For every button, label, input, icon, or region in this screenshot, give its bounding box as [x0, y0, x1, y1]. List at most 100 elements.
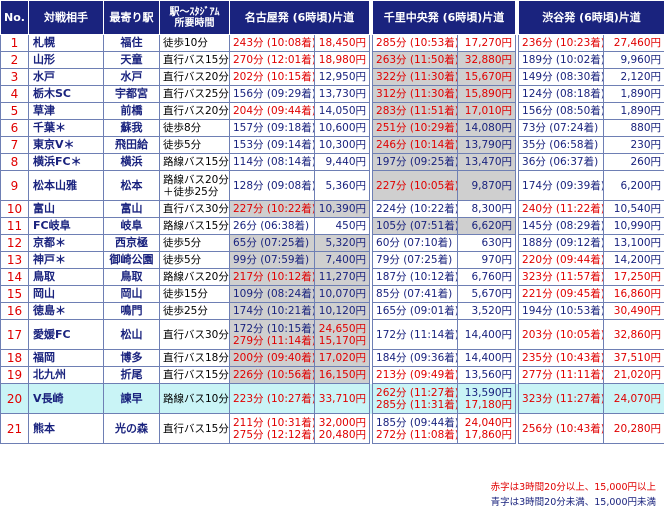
shibuya-time-value: 240分 (11:22着) — [522, 203, 604, 215]
shibuya-travel-time: 221分 (09:45着) — [518, 285, 605, 303]
row-number: 12 — [0, 234, 29, 252]
senri-fare-value: 15,670円 — [464, 71, 513, 83]
opponent-team: 松本山雅 — [28, 170, 104, 201]
shibuya-travel-time: 36分 (06:37着) — [518, 153, 605, 171]
table-row: 4 栃木SC 宇都宮 直行バス25分 156分 (09:29着) 13,730円 312分 … — [0, 85, 664, 103]
access-line: 路線バス15分 — [163, 220, 229, 232]
shibuya-fare: 10,990円 — [603, 217, 664, 235]
senri-fare-value: 17,180円 — [464, 398, 513, 411]
shibuya-time-value: 156分 (08:50着) — [522, 105, 604, 117]
senri-time-value: 85分 (07:41着) — [376, 288, 453, 300]
nagoya-time-value: 157分 (09:18着) — [233, 122, 315, 134]
nearest-station: 富山 — [103, 200, 160, 218]
shibuya-travel-time: 194分 (10:53着) — [518, 302, 605, 320]
header-row: No. 対戦相手 最寄り駅 駅〜ｽﾀｼﾞｱﾑ 所要時間 名古屋発 (6時頃)片道… — [0, 0, 664, 35]
senri-time-value: 263分 (11:50着) — [376, 54, 458, 66]
table-row: 1 札幌 福住 徒歩10分 243分 (10:08着) 18,450円 285分 (10:5… — [0, 34, 664, 52]
nearest-station: 鳴門 — [103, 302, 160, 320]
shibuya-travel-time: 323分 (11:27着) — [518, 383, 605, 414]
row-number: 19 — [0, 366, 29, 384]
senri-travel-time: 263分 (11:50着) — [372, 51, 459, 69]
access-line: 直行バス30分 — [163, 328, 229, 341]
senri-time-value: 197分 (09:25着) — [376, 156, 458, 168]
senri-fare-value: 17,270円 — [464, 37, 513, 49]
nearest-station: 光の森 — [103, 413, 160, 444]
shibuya-travel-time: 236分 (10:23着) — [518, 34, 605, 52]
nagoya-fare: 7,400円 — [313, 251, 371, 269]
senri-travel-time: 227分 (10:05着) — [372, 170, 459, 201]
shibuya-time-value: 236分 (10:23着) — [522, 37, 604, 49]
access-line: 徒歩15分 — [163, 288, 208, 300]
access-time: 徒歩5分 — [159, 136, 230, 154]
senri-fare-value: 5,670円 — [471, 288, 513, 300]
row-number: 10 — [0, 200, 29, 218]
nagoya-fare: 24,650円 15,170円 — [313, 319, 371, 350]
senri-time-value: 285分 (11:31着) — [376, 398, 458, 411]
senri-travel-time: 246分 (10:14着) — [372, 136, 459, 154]
table-row: 8 横浜FC＊ 横浜 路線バス15分 114分 (08:14着) 9,440円 197分 (… — [0, 153, 664, 171]
table-row: 7 東京V＊ 飛田給 徒歩5分 153分 (09:14着) 10,300円 246分 (10… — [0, 136, 664, 154]
table-row: 12 京都＊ 西京極 徒歩5分 65分 (07:25着) 5,320円 60分 (07:10… — [0, 234, 664, 252]
row-number: 20 — [0, 383, 29, 414]
header-team: 対戦相手 — [28, 0, 104, 35]
nearest-station: 岐阜 — [103, 217, 160, 235]
header-no: No. — [0, 0, 29, 35]
senri-fare-value: 630円 — [481, 237, 513, 249]
opponent-team: 草津 — [28, 102, 104, 120]
nearest-station: 折尾 — [103, 366, 160, 384]
opponent-team: 京都＊ — [28, 234, 104, 252]
nagoya-fare-value: 18,980円 — [318, 54, 367, 66]
nagoya-travel-time: 202分 (10:15着) — [229, 68, 315, 86]
shibuya-time-value: 203分 (10:05着) — [522, 328, 604, 341]
nagoya-fare: 9,440円 — [313, 153, 371, 171]
row-number: 1 — [0, 34, 29, 52]
senri-fare-value: 14,400円 — [464, 328, 513, 341]
nagoya-fare-value: 10,600円 — [318, 122, 367, 134]
shibuya-travel-time: 189分 (10:02着) — [518, 51, 605, 69]
nagoya-time-value: 200分 (09:40着) — [233, 352, 315, 364]
table-row: 10 富山 富山 直行バス30分 227分 (10:22着) 10,390円 224分 (1… — [0, 200, 664, 218]
nagoya-time-value: 204分 (09:44着) — [233, 105, 315, 117]
access-line: 徒歩5分 — [163, 139, 202, 151]
nagoya-fare: 11,270円 — [313, 268, 371, 286]
opponent-team: 富山 — [28, 200, 104, 218]
nagoya-travel-time: 217分 (10:12着) — [229, 268, 315, 286]
nagoya-travel-time: 200分 (09:40着) — [229, 349, 315, 367]
nearest-station: 松山 — [103, 319, 160, 350]
nagoya-fare: 10,120円 — [313, 302, 371, 320]
shibuya-fare: 14,200円 — [603, 251, 664, 269]
senri-time-value: 285分 (10:53着) — [376, 37, 458, 49]
shibuya-time-value: 277分 (11:11着) — [522, 369, 604, 381]
nagoya-fare-value: 450円 — [335, 220, 367, 232]
opponent-team: 山形 — [28, 51, 104, 69]
shibuya-fare-value: 24,070円 — [613, 392, 662, 405]
shibuya-time-value: 235分 (10:43着) — [522, 352, 604, 364]
access-line: 直行バス18分 — [163, 352, 229, 364]
nagoya-fare: 14,050円 — [313, 102, 371, 120]
senri-fare: 15,890円 — [457, 85, 517, 103]
nagoya-travel-time: 65分 (07:25着) — [229, 234, 315, 252]
shibuya-fare: 1,890円 — [603, 102, 664, 120]
shibuya-fare: 21,020円 — [603, 366, 664, 384]
shibuya-fare-value: 880円 — [630, 122, 662, 134]
opponent-team: 水戸 — [28, 68, 104, 86]
nagoya-fare: 33,710円 — [313, 383, 371, 414]
opponent-team: 鳥取 — [28, 268, 104, 286]
access-line: 直行バス15分 — [163, 369, 229, 381]
row-number: 7 — [0, 136, 29, 154]
nagoya-time-value: 275分 (12:12着) — [233, 428, 315, 441]
shibuya-fare-value: 2,120円 — [620, 71, 662, 83]
nagoya-fare: 18,980円 — [313, 51, 371, 69]
nagoya-fare: 32,000円 20,480円 — [313, 413, 371, 444]
senri-travel-time: 224分 (10:22着) — [372, 200, 459, 218]
senri-time-value: 187分 (10:12着) — [376, 271, 458, 283]
nagoya-fare-value: 10,070円 — [318, 288, 367, 300]
nagoya-time-value: 156分 (09:29着) — [233, 88, 315, 100]
legend: 赤字は3時間20分以上、15,000円以上 青字は3時間20分未満、15,000… — [406, 480, 656, 510]
access-time: 直行バス30分 — [159, 200, 230, 218]
nagoya-fare-value: 33,710円 — [318, 392, 367, 405]
nearest-station: 飛田給 — [103, 136, 160, 154]
senri-fare-value: 17,010円 — [464, 105, 513, 117]
senri-fare: 630円 — [457, 234, 517, 252]
nagoya-travel-time: 270分 (12:01着) — [229, 51, 315, 69]
